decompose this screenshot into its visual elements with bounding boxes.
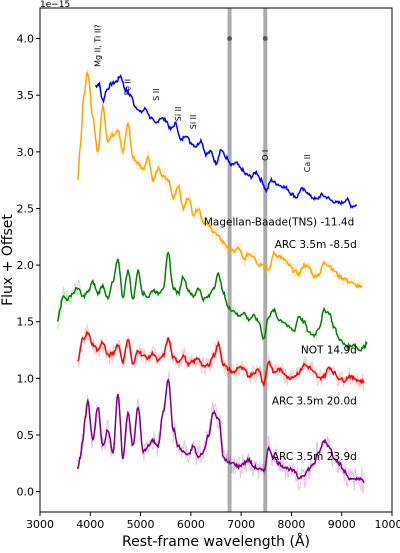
series-line-5 [76, 378, 365, 484]
feature-label-2: Fe II [124, 79, 133, 95]
feature-label-6: O I [261, 150, 270, 161]
vertical-band-2 [263, 8, 268, 512]
y-tick-label-6: 2.5 [17, 202, 35, 215]
series-label-2: ARC 3.5m -8.5d [275, 239, 357, 251]
y-tick-label-5: 2.0 [17, 259, 35, 272]
plot-frame [39, 7, 393, 513]
bands-layer [227, 8, 268, 512]
markers-layer [227, 36, 268, 41]
series-label-5: ARC 3.5m 23.9d [272, 451, 357, 463]
series-line-3 [56, 251, 368, 352]
feature-label-5: Si II [189, 115, 198, 130]
feature-label-7: Ca II [303, 154, 312, 172]
vertical-band-1 [227, 8, 232, 512]
y-tick-label-7: 3.0 [17, 146, 35, 159]
x-tick-label-4: 6000 [177, 518, 205, 531]
series-label-1: Magellan-Baade(TNS) -11.4d [204, 216, 354, 228]
x-tick-label-5: 7000 [227, 518, 255, 531]
series-line-1 [94, 74, 357, 209]
series-label-4: ARC 3.5m 20.0d [272, 395, 357, 407]
series-line-4 [77, 330, 365, 388]
feature-label-3: S II [152, 89, 161, 101]
x-tick-label-7: 9000 [328, 518, 356, 531]
y-tick-label-4: 1.5 [17, 316, 35, 329]
y-tick-label-8: 3.5 [17, 89, 35, 102]
y-tick-label-2: 0.5 [17, 429, 35, 442]
series-layer [56, 67, 368, 494]
x-tick-label-3: 5000 [127, 518, 155, 531]
feature-label-1: Mg II, Ti II? [93, 24, 102, 67]
series-line-2 [76, 71, 363, 289]
series-label-3: NOT 14.9d [301, 344, 357, 356]
x-tick-label-1: 3000 [26, 518, 54, 531]
x-tick-label-2: 4000 [76, 518, 104, 531]
series-noise-2 [77, 67, 363, 290]
band-marker-1 [227, 36, 232, 41]
y-tick-label-9: 4.0 [17, 33, 35, 46]
y-tick-label-3: 1.0 [17, 372, 35, 385]
x-tick-label-6: 8000 [277, 518, 305, 531]
y-offset-label: 1e−15 [40, 0, 70, 10]
x-axis-label: Rest-frame wavelength (Å) [122, 533, 310, 550]
y-axis-label: Flux + Offset [0, 214, 16, 306]
y-tick-label-1: 0.0 [17, 486, 35, 499]
feature-label-4: Si II [174, 107, 183, 122]
band-marker-2 [262, 36, 268, 41]
labels-layer: Magellan-Baade(TNS) -11.4d ARC 3.5m -8.5d… [93, 24, 356, 463]
